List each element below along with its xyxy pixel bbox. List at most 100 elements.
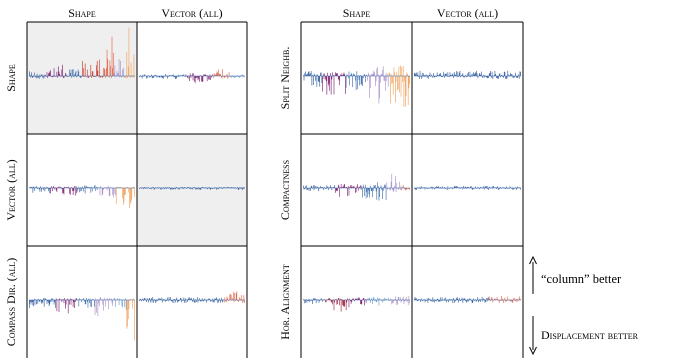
bar: [244, 76, 245, 77]
row-label: Shape: [4, 64, 18, 92]
bar: [36, 300, 37, 305]
bar: [47, 187, 49, 188]
bar: [397, 188, 399, 190]
bar: [375, 76, 377, 82]
bar: [111, 300, 113, 304]
bar: [93, 76, 94, 77]
bar: [365, 76, 366, 83]
bar: [201, 76, 202, 82]
bar: [68, 299, 70, 300]
bar: [43, 187, 45, 188]
bar: [387, 74, 388, 76]
bar: [390, 181, 392, 188]
bar: [349, 186, 351, 188]
bar: [492, 76, 494, 80]
bar: [203, 300, 204, 302]
cell-bars: [29, 185, 135, 208]
bar: [194, 300, 195, 303]
bar: [188, 297, 190, 300]
bar: [167, 300, 169, 302]
bar: [346, 186, 348, 188]
bar: [318, 76, 320, 82]
bar: [304, 188, 306, 190]
bar: [50, 76, 52, 77]
bar: [169, 299, 171, 300]
bar: [514, 298, 516, 300]
bar: [517, 76, 519, 78]
bar: [184, 298, 186, 300]
bar: [433, 188, 435, 190]
bar: [237, 300, 239, 302]
bar: [192, 300, 193, 302]
bar: [513, 188, 514, 190]
bar: [520, 299, 521, 300]
bar: [384, 184, 385, 188]
bar: [317, 76, 319, 82]
bar: [175, 76, 176, 79]
bar: [90, 64, 92, 76]
bar: [409, 188, 410, 190]
bar: [329, 76, 331, 91]
bar: [117, 73, 118, 76]
bar: [350, 186, 352, 188]
bar: [425, 300, 427, 301]
bar: [86, 300, 88, 303]
bar: [342, 300, 344, 307]
bar: [362, 76, 363, 87]
bar: [501, 295, 502, 300]
bar: [196, 76, 198, 78]
bar: [69, 69, 70, 76]
bar: [65, 300, 66, 309]
bar: [483, 76, 485, 78]
bar: [337, 298, 339, 300]
bar: [476, 73, 478, 76]
bar: [337, 73, 338, 76]
bar: [488, 297, 489, 300]
bar: [153, 187, 154, 188]
bar: [332, 75, 334, 76]
bar: [395, 296, 396, 300]
bar: [401, 300, 403, 301]
bar: [306, 74, 308, 76]
bar: [386, 182, 388, 188]
bar: [369, 76, 370, 98]
bar: [53, 76, 54, 77]
bar: [443, 298, 445, 300]
bar: [389, 72, 390, 76]
bar: [493, 299, 495, 300]
bar: [195, 188, 197, 190]
bar: [513, 76, 514, 79]
bar: [54, 188, 56, 190]
bar: [354, 74, 355, 76]
bar: [31, 300, 33, 306]
bar: [461, 297, 463, 300]
bar: [30, 300, 32, 302]
bar: [105, 300, 106, 307]
bar: [322, 188, 324, 191]
bar: [377, 74, 379, 76]
bar: [30, 186, 32, 188]
bar: [347, 74, 348, 76]
bar: [512, 300, 514, 303]
bar: [337, 300, 338, 305]
bar: [424, 76, 426, 78]
bar: [423, 73, 424, 76]
bar: [202, 187, 204, 188]
bar: [214, 74, 216, 76]
bar: [377, 182, 378, 188]
bar: [351, 185, 353, 188]
bar: [122, 188, 123, 199]
bar: [121, 300, 123, 307]
bar: [228, 187, 229, 188]
bar: [39, 188, 41, 192]
bar: [32, 188, 34, 193]
bar: [516, 76, 518, 78]
bar: [491, 297, 492, 300]
bar: [376, 68, 378, 76]
bar: [110, 76, 112, 79]
bar: [372, 188, 373, 198]
bar: [347, 298, 348, 300]
bar: [124, 300, 126, 308]
bar: [403, 76, 405, 107]
bar: [318, 300, 320, 303]
